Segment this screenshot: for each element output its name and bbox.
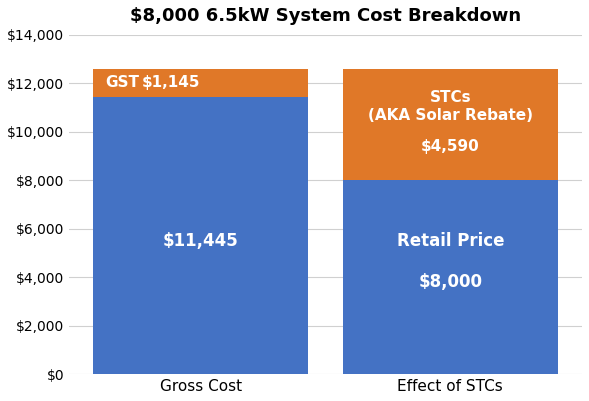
Text: Retail Price: Retail Price [396,232,504,250]
Title: $8,000 6.5kW System Cost Breakdown: $8,000 6.5kW System Cost Breakdown [130,7,521,25]
Text: $1,145: $1,145 [142,75,200,90]
Bar [93,97,308,374]
Text: $8,000: $8,000 [418,273,482,291]
Bar [93,69,308,97]
Bar [343,69,558,180]
Text: STCs
(AKA Solar Rebate): STCs (AKA Solar Rebate) [368,90,533,123]
Bar [343,180,558,374]
Text: GST: GST [105,75,140,90]
Text: $11,445: $11,445 [163,232,239,250]
Text: $4,590: $4,590 [421,139,479,154]
